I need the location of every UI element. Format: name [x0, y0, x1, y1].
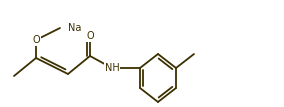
Text: O: O [32, 35, 40, 45]
Text: NH: NH [105, 63, 119, 73]
Text: O: O [86, 31, 94, 41]
Text: Na: Na [68, 23, 82, 33]
